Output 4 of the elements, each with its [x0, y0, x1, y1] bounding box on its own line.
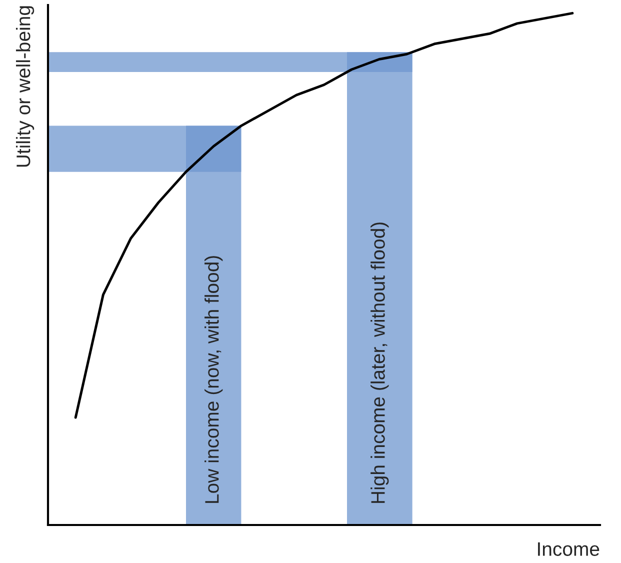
- annotation: Low income (now, with flood): [204, 256, 223, 503]
- annotation: High income (later, without flood): [370, 222, 389, 503]
- y-axis-title: Utility or well-being: [16, 6, 34, 167]
- x-axis-title: Income: [538, 542, 600, 556]
